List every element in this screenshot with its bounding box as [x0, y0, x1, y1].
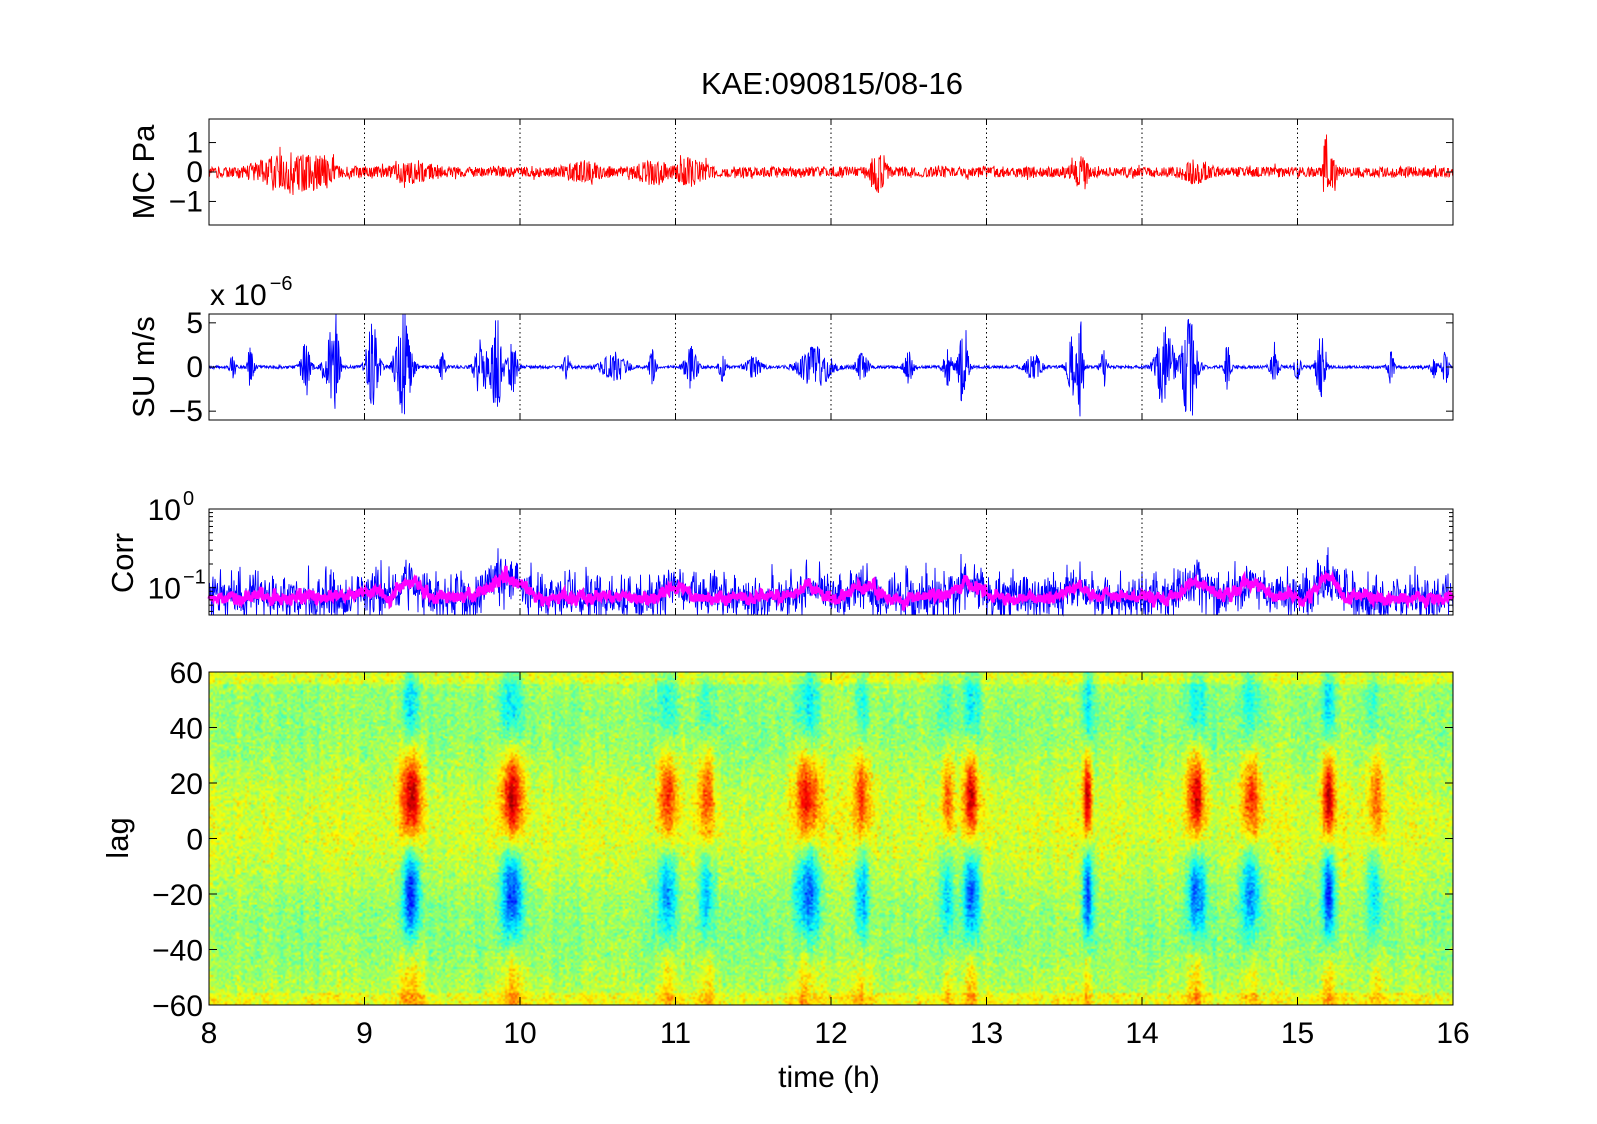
- x-tick-label-1: 9: [356, 1017, 373, 1050]
- lag-y-tick-label-2: −20: [152, 879, 203, 912]
- x-tick-label-6: 14: [1125, 1017, 1158, 1050]
- mc-y-label: MC Pa: [126, 124, 161, 220]
- lag-axes-frame: [208, 671, 1454, 1006]
- corr-axes-frame: [208, 508, 1454, 616]
- x-tick-label-3: 11: [660, 1017, 691, 1050]
- mc-pressure-panel: −101 MC Pa: [126, 118, 1454, 226]
- lag-y-tick-label-0: −60: [152, 990, 203, 1023]
- lag-y-tick-label-5: 40: [170, 713, 203, 746]
- su-waveform: [208, 313, 1454, 417]
- x-tick-label-8: 16: [1436, 1017, 1469, 1050]
- lag-heatmap-image: [209, 672, 1453, 1005]
- su-multiplier: x 10 −6: [210, 273, 293, 312]
- x-tick-label-5: 13: [970, 1017, 1003, 1050]
- su-velocity-panel: −5 0 5 SU m/s x 10 −6: [126, 273, 1454, 428]
- lag-y-label: lag: [100, 817, 135, 858]
- su-multiplier-base: x 10: [210, 279, 267, 312]
- su-axes-frame: [208, 313, 1454, 421]
- corr-y-tick-exponent-1: −1: [183, 567, 206, 589]
- figure-title: KAE:090815/08-16: [701, 66, 963, 101]
- mc-axes-frame: [208, 118, 1454, 226]
- y-tick-label-0: −1: [169, 185, 203, 218]
- su-trace: [208, 313, 1454, 417]
- lag-y-tick-label-3: 0: [186, 824, 203, 857]
- y-tick-label-2: 5: [186, 307, 203, 340]
- lag-x-ticks: 8 9 10 11 12 13 14 15 16: [201, 672, 1470, 1050]
- lag-y-tick-label-6: 60: [170, 657, 203, 690]
- y-tick-label-1: 0: [186, 156, 203, 189]
- mc-waveform: [208, 134, 1454, 196]
- mc-y-ticks: −101: [169, 127, 1453, 218]
- y-tick-label-0: −5: [169, 395, 203, 428]
- lag-heatmap-panel: −60 −40 −20 0 20 40 60 8 9 10 11 12 13 14 15 16 lag ti…: [100, 657, 1470, 1094]
- x-tick-label-0: 8: [201, 1017, 218, 1050]
- corr-y-tick-label-0: 10: [148, 494, 181, 527]
- su-multiplier-exponent: −6: [270, 273, 293, 295]
- corr-y-label: Corr: [105, 533, 140, 593]
- corr-y-tick-exponent-0: 0: [183, 488, 194, 510]
- y-tick-label-1: 0: [186, 351, 203, 384]
- lag-y-tick-label-4: 20: [170, 768, 203, 801]
- x-axis-label: time (h): [778, 1061, 880, 1094]
- mc-trace: [208, 134, 1454, 196]
- corr-series-raw: [208, 547, 1454, 617]
- x-tick-label-2: 10: [503, 1017, 536, 1050]
- su-y-ticks: −5 0 5: [169, 307, 1453, 428]
- su-y-label: SU m/s: [126, 316, 161, 418]
- corr-y-tick-label-1: 10: [148, 573, 181, 606]
- x-tick-label-7: 15: [1281, 1017, 1314, 1050]
- lag-y-tick-label-1: −40: [152, 935, 203, 968]
- y-tick-label-2: 1: [186, 127, 203, 160]
- x-tick-label-4: 12: [814, 1017, 847, 1050]
- lag-y-ticks: −60 −40 −20 0 20 40 60: [152, 657, 1453, 1023]
